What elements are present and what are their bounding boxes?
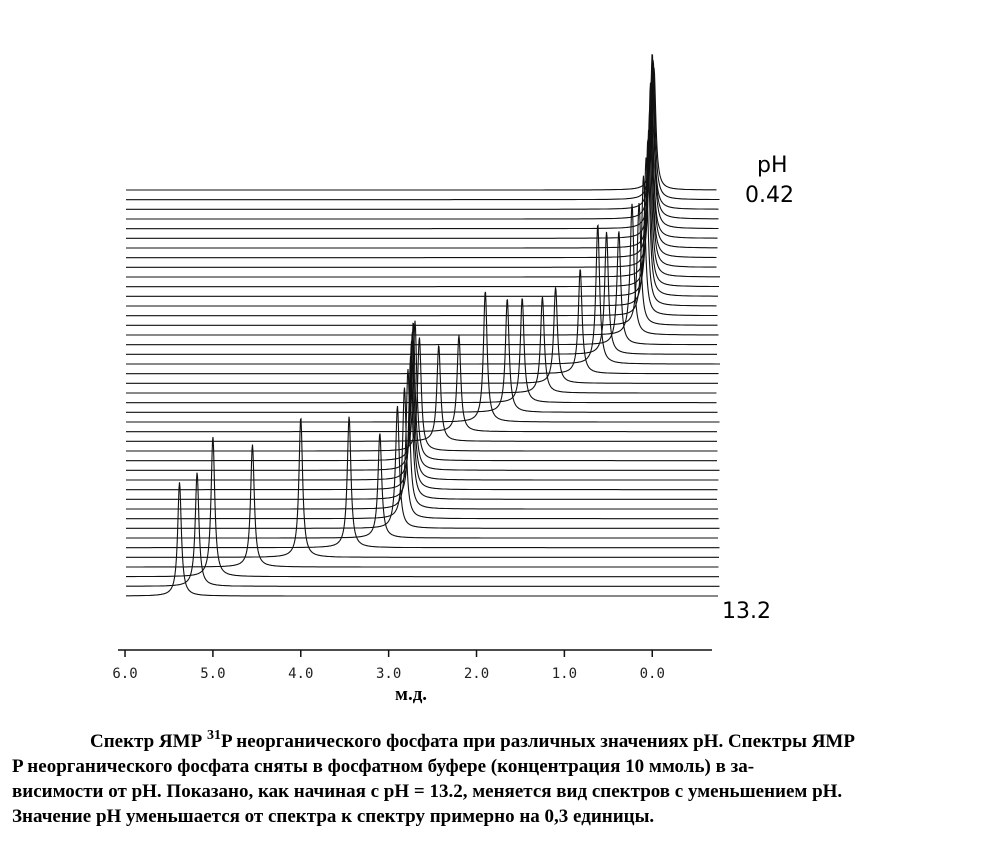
- spectrum: [126, 356, 717, 500]
- spectrum: [126, 111, 720, 278]
- spectrum: [126, 287, 718, 384]
- spectrum: [126, 368, 718, 510]
- x-label: м.д.: [395, 684, 427, 705]
- spectrum: [126, 175, 718, 317]
- spectrum: [126, 298, 718, 413]
- ph-label: pH: [757, 153, 788, 178]
- spectrum: [126, 202, 718, 326]
- x-tick-label: 4.0: [288, 666, 313, 682]
- spectrum: [126, 320, 717, 462]
- x-tick-label: 6.0: [112, 666, 137, 682]
- spectrum: [126, 340, 718, 491]
- spectrum: [126, 433, 718, 539]
- spectrum: [126, 129, 719, 288]
- spectrum: [126, 231, 717, 346]
- spectrum: [126, 291, 720, 423]
- caption-text: Спектр ЯМР: [90, 731, 207, 752]
- spectrum: [126, 322, 720, 471]
- caption-line: P неорганического фосфата сняты в фосфат…: [12, 756, 754, 777]
- spectrum: [126, 335, 717, 433]
- spectrum: [126, 337, 718, 452]
- ph-top: 0.42: [745, 183, 794, 208]
- spectrum: [126, 417, 719, 558]
- spectrum: [126, 157, 717, 307]
- spectrum: [126, 101, 717, 268]
- spectrum: [126, 482, 718, 597]
- spectrum: [126, 387, 719, 520]
- caption-line: Спектр ЯМР 31P неорганического фосфата п…: [90, 728, 855, 752]
- spectrum: [126, 67, 717, 191]
- caption-line: висимости от pH. Показано, как начиная с…: [12, 781, 842, 802]
- spectrum: [126, 203, 719, 336]
- x-tick-label: 1.0: [552, 666, 577, 682]
- caption-line: Значение pH уменьшается от спектра к спе…: [12, 806, 654, 827]
- caption-sup: 31: [207, 728, 221, 743]
- spectrum: [126, 82, 717, 259]
- x-tick-label: 2.0: [464, 666, 489, 682]
- spectrum: [126, 416, 720, 549]
- spectrum: [126, 139, 718, 297]
- spectrum: [126, 54, 719, 220]
- spectrum: [126, 269, 719, 375]
- ph-bottom: 13.2: [722, 599, 771, 624]
- spectrum: [126, 405, 720, 529]
- spectrum: [126, 298, 717, 404]
- spectrum: [126, 82, 718, 249]
- x-tick-label: 0.0: [640, 666, 665, 682]
- spectrum: [126, 436, 719, 578]
- x-tick-label: 5.0: [200, 666, 225, 682]
- x-tick-label: 3.0: [376, 666, 401, 682]
- spectrum: [126, 444, 719, 568]
- spectrum: [126, 81, 718, 239]
- spectrum: [126, 344, 717, 442]
- spectrum: [126, 224, 720, 365]
- spectrum: [126, 331, 719, 481]
- caption-text: P неорганического фосфата при различных …: [221, 731, 855, 752]
- spectrum: [126, 60, 720, 201]
- spectrum: [126, 61, 719, 210]
- spectrum: [126, 63, 719, 230]
